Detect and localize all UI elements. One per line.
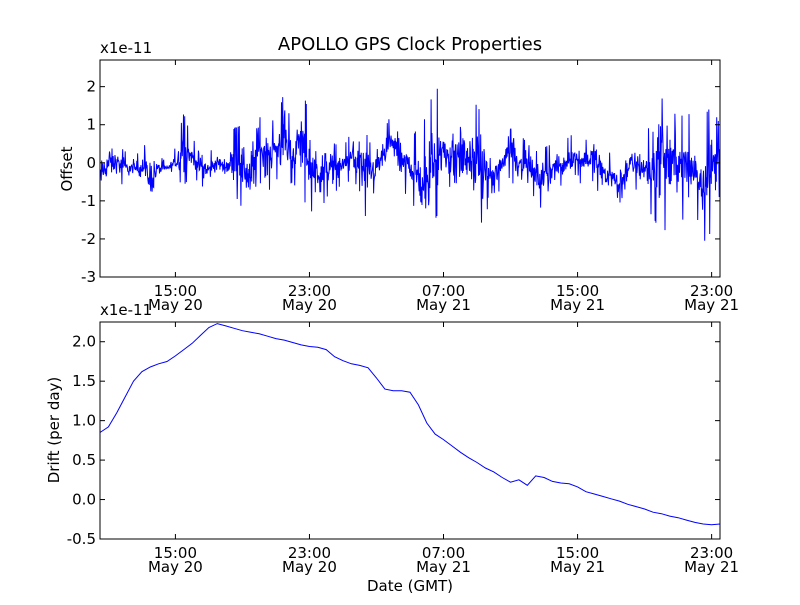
x-tick-label-date: May 21 [416,296,471,314]
x-tick-label-date: May 20 [282,558,337,576]
y-tick-label: 1.0 [72,412,96,430]
y-tick-label: -3 [81,268,96,286]
x-tick-label-date: May 21 [684,558,739,576]
offset-y-multiplier: x1e-11 [100,39,152,57]
y-tick-label: 1 [86,116,96,134]
x-tick-label-time: 23:00 [690,544,733,562]
x-tick-label-date: May 21 [550,296,605,314]
y-tick-label: -1 [81,192,96,210]
x-tick-label-date: May 20 [148,296,203,314]
y-tick-label: -2 [81,230,96,248]
y-tick-label: -0.5 [67,530,96,548]
drift-y-axis-label: Drift (per day) [45,377,63,484]
offset-series-layer [99,88,721,241]
y-tick-label: 0.5 [72,451,96,469]
x-tick-label-time: 23:00 [288,544,331,562]
y-tick-label: 2.0 [72,333,96,351]
offset-y-axis-label: Offset [58,146,76,191]
x-tick-label-time: 23:00 [690,282,733,300]
x-tick-label-date: May 21 [684,296,739,314]
offset-series-line [99,88,721,241]
drift-series-line [99,323,721,526]
drift-y-ticks: -0.5 0.0 0.5 1.0 1.5 2.0 [67,333,720,548]
x-tick-label-date: May 20 [148,558,203,576]
x-tick-label-date: May 21 [416,558,471,576]
offset-axes-frame [99,59,721,278]
drift-axes-frame [99,321,721,540]
x-tick-label-time: 07:00 [422,282,465,300]
offset-y-ticks: -3 -2 -1 0 1 2 [81,78,720,286]
drift-x-axis-label: Date (GMT) [367,577,453,595]
x-tick-label-date: May 21 [550,558,605,576]
y-tick-label: 1.5 [72,372,96,390]
x-tick-label-time: 23:00 [288,282,331,300]
y-tick-label: 0 [86,154,96,172]
y-tick-label: 0.0 [72,491,96,509]
x-tick-label-time: 15:00 [154,544,197,562]
drift-series-layer [99,323,721,526]
y-tick-label: 2 [86,78,96,96]
x-tick-label-time: 15:00 [556,544,599,562]
drift-y-multiplier: x1e-11 [100,301,152,319]
x-tick-label-date: May 20 [282,296,337,314]
chart-title: APOLLO GPS Clock Properties [278,34,542,55]
x-tick-label-time: 15:00 [556,282,599,300]
x-tick-label-time: 07:00 [422,544,465,562]
x-tick-label-time: 15:00 [154,282,197,300]
